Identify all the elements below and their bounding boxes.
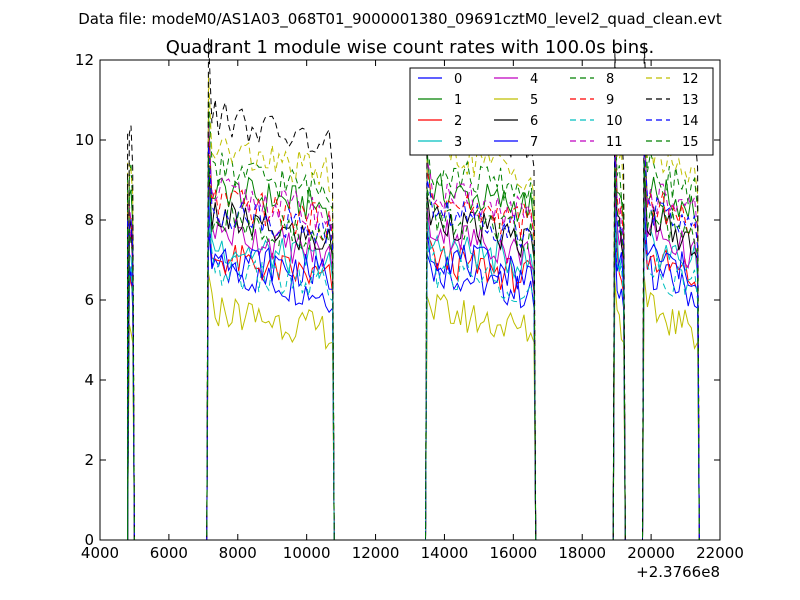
series-line-5 <box>127 273 700 541</box>
axis-ticks: 4000 6000 8000 10000 12000 14000 16000 18000 200… <box>75 51 744 562</box>
x-tick-label: 18000 <box>558 544 606 562</box>
x-offset-label: +2.3766e8 <box>636 563 720 581</box>
chart-title: Quadrant 1 module wise count rates with … <box>166 37 655 58</box>
legend-label-12: 12 <box>682 72 699 87</box>
series-line-13 <box>127 37 700 541</box>
x-tick-label: 10000 <box>283 544 331 562</box>
series-line-14 <box>127 145 700 541</box>
legend-label-11: 11 <box>606 135 623 150</box>
x-tick-label: 6000 <box>150 544 188 562</box>
x-tick-label: 16000 <box>489 544 537 562</box>
legend-label-13: 13 <box>682 93 699 108</box>
x-tick-label: 12000 <box>352 544 400 562</box>
x-tick-label: 20000 <box>627 544 675 562</box>
series-line-10 <box>127 217 700 541</box>
legend-label-8: 8 <box>606 72 614 87</box>
series-line-7 <box>127 201 700 541</box>
legend-label-0: 0 <box>454 72 462 87</box>
legend-label-7: 7 <box>530 135 538 150</box>
legend-label-15: 15 <box>682 135 699 150</box>
series-line-8 <box>127 94 700 541</box>
y-tick-label: 12 <box>75 51 94 69</box>
series-line-4 <box>127 176 700 541</box>
series-line-0 <box>127 227 700 541</box>
legend-label-2: 2 <box>454 114 462 129</box>
y-tick-label: 2 <box>84 451 94 469</box>
y-tick-label: 10 <box>75 131 94 149</box>
y-tick-label: 4 <box>84 371 94 389</box>
x-tick-label: 14000 <box>421 544 469 562</box>
legend-label-10: 10 <box>606 114 623 129</box>
y-tick-label: 8 <box>84 211 94 229</box>
series-line-15 <box>127 155 700 541</box>
legend-label-6: 6 <box>530 114 538 129</box>
y-tick-label: 6 <box>84 291 94 309</box>
legend-box <box>409 67 714 156</box>
x-tick-label: 4000 <box>81 544 119 562</box>
y-tick-label: 0 <box>84 531 94 549</box>
legend-label-3: 3 <box>454 135 462 150</box>
legend-label-4: 4 <box>530 72 538 87</box>
legend-label-14: 14 <box>682 114 699 129</box>
legend-label-5: 5 <box>530 93 538 108</box>
x-tick-label: 22000 <box>696 544 744 562</box>
x-tick-label: 8000 <box>219 544 257 562</box>
series-line-9 <box>127 135 700 541</box>
legend-label-9: 9 <box>606 93 614 108</box>
chart-suptitle: Data file: modeM0/AS1A03_068T01_90000013… <box>78 10 722 29</box>
series-line-12 <box>127 73 700 541</box>
legend-label-1: 1 <box>454 93 462 108</box>
